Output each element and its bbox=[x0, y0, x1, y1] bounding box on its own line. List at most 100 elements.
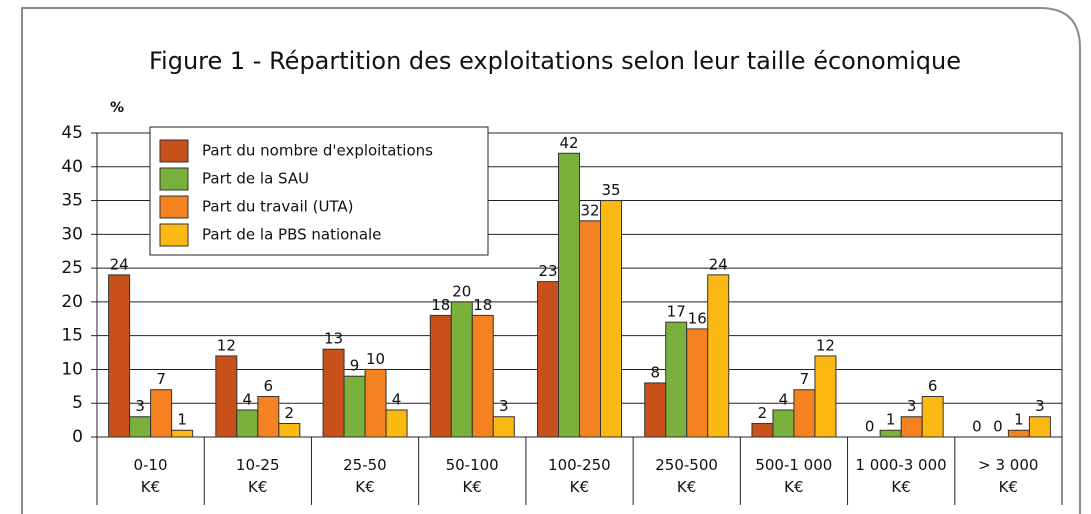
bar bbox=[343, 375, 366, 438]
data-label: 23 bbox=[538, 262, 557, 280]
data-label: 12 bbox=[816, 336, 835, 354]
x-tick-label: > 3 000 K€ bbox=[978, 456, 1039, 496]
bar bbox=[558, 152, 580, 438]
bar bbox=[385, 409, 408, 438]
data-label: 17 bbox=[667, 303, 686, 321]
data-label: 10 bbox=[366, 350, 385, 368]
x-tick-label: 250-500 K€ bbox=[655, 456, 718, 496]
data-label: 0 bbox=[993, 418, 1003, 436]
data-label: 1 bbox=[886, 411, 896, 429]
data-label: 2 bbox=[758, 404, 768, 422]
bar bbox=[322, 348, 345, 438]
bar bbox=[171, 429, 194, 438]
y-tick-label: 30 bbox=[61, 224, 83, 244]
bar bbox=[814, 355, 837, 438]
bar bbox=[644, 382, 667, 438]
bar bbox=[1028, 416, 1051, 438]
data-label: 24 bbox=[110, 255, 129, 273]
bar bbox=[236, 409, 259, 438]
legend-swatch bbox=[159, 223, 189, 247]
x-tick-label: 100-250 K€ bbox=[548, 456, 611, 496]
x-tick-label: 0-10 K€ bbox=[133, 456, 168, 496]
chart-title: Figure 1 - Répartition des exploitations… bbox=[149, 47, 961, 75]
data-label: 9 bbox=[350, 357, 360, 375]
bar bbox=[150, 389, 173, 438]
data-label: 1 bbox=[1014, 411, 1024, 429]
data-label: 18 bbox=[473, 296, 492, 314]
bar bbox=[450, 301, 473, 438]
bar bbox=[665, 321, 688, 438]
data-label: 3 bbox=[499, 397, 509, 415]
x-tick-label: 25-50 K€ bbox=[343, 456, 387, 496]
data-label: 16 bbox=[688, 309, 707, 327]
data-label: 0 bbox=[972, 418, 982, 436]
bar bbox=[707, 274, 730, 438]
bar bbox=[129, 416, 152, 438]
data-label: 2 bbox=[285, 404, 295, 422]
data-label: 7 bbox=[156, 370, 166, 388]
bar bbox=[921, 395, 944, 438]
data-label: 18 bbox=[431, 296, 450, 314]
x-tick-label: 10-25 K€ bbox=[235, 456, 280, 496]
bar bbox=[257, 395, 280, 438]
y-tick-label: 45 bbox=[61, 123, 83, 143]
data-label: 35 bbox=[601, 181, 620, 199]
data-label: 4 bbox=[243, 390, 253, 408]
bar bbox=[879, 429, 902, 438]
data-label: 6 bbox=[264, 377, 274, 395]
y-tick-label: 25 bbox=[61, 258, 83, 278]
bar bbox=[600, 200, 622, 438]
legend-label: Part du nombre d'exploitations bbox=[202, 142, 433, 160]
bar bbox=[579, 220, 601, 438]
bar bbox=[537, 281, 559, 438]
data-label: 0 bbox=[865, 418, 875, 436]
bar bbox=[492, 416, 515, 438]
x-tick-label: 50-100 K€ bbox=[445, 456, 499, 496]
y-axis-label: % bbox=[110, 100, 124, 116]
data-label: 4 bbox=[779, 390, 789, 408]
data-label: 12 bbox=[217, 336, 236, 354]
bar bbox=[1007, 429, 1030, 438]
legend-label: Part de la PBS nationale bbox=[202, 226, 381, 244]
bar bbox=[686, 328, 709, 438]
data-label: 24 bbox=[709, 255, 728, 273]
y-tick-label: 5 bbox=[72, 393, 83, 413]
data-label: 6 bbox=[928, 377, 938, 395]
y-tick-label: 0 bbox=[72, 427, 83, 447]
bar bbox=[900, 416, 923, 438]
bar bbox=[471, 314, 494, 438]
bar bbox=[751, 422, 774, 438]
legend-swatch bbox=[159, 167, 189, 191]
y-tick-label: 35 bbox=[61, 191, 83, 211]
x-tick-label: 1 000-3 000 K€ bbox=[855, 456, 947, 496]
legend-swatch bbox=[159, 195, 189, 219]
legend-swatch bbox=[159, 139, 189, 163]
bar bbox=[215, 355, 238, 438]
bar bbox=[429, 314, 452, 438]
data-label: 8 bbox=[650, 363, 660, 381]
bar bbox=[793, 389, 816, 438]
y-tick-label: 40 bbox=[61, 157, 83, 177]
data-label: 3 bbox=[1035, 397, 1045, 415]
y-tick-label: 10 bbox=[61, 359, 83, 379]
data-label: 42 bbox=[559, 134, 578, 152]
legend-label: Part de la SAU bbox=[202, 170, 309, 188]
bar bbox=[364, 368, 387, 438]
bar bbox=[772, 409, 795, 438]
y-tick-label: 20 bbox=[61, 292, 83, 312]
data-label: 20 bbox=[452, 282, 471, 300]
legend-box bbox=[149, 126, 489, 256]
data-label: 7 bbox=[800, 370, 810, 388]
bar bbox=[278, 422, 301, 438]
data-label: 32 bbox=[580, 201, 599, 219]
frame bbox=[21, 7, 1081, 514]
data-label: 4 bbox=[392, 390, 402, 408]
data-label: 13 bbox=[324, 330, 343, 348]
legend-label: Part du travail (UTA) bbox=[202, 198, 354, 216]
data-label: 1 bbox=[177, 411, 187, 429]
data-label: 3 bbox=[907, 397, 917, 415]
bar bbox=[108, 274, 131, 438]
data-label: 3 bbox=[135, 397, 145, 415]
